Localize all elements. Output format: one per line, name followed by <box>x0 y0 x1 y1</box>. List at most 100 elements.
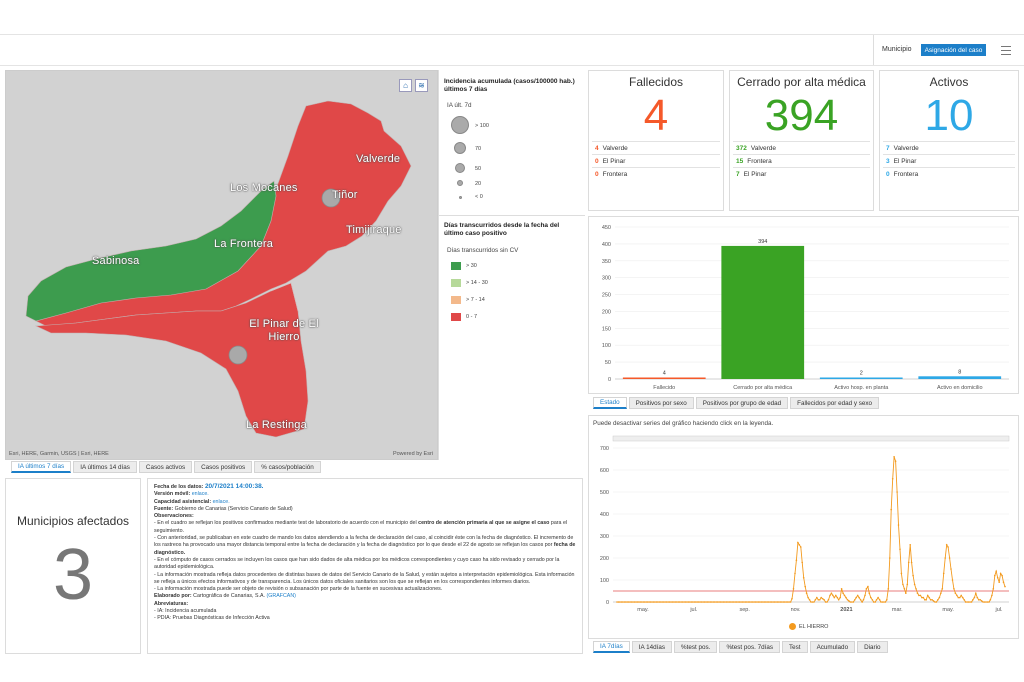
line-point <box>617 601 620 603</box>
line-point <box>887 588 890 590</box>
line-point <box>699 601 701 603</box>
estado-bar-chart[interactable]: 0 50 100 150 200 250 300 350 400 450 4 Fallecido 394… <box>589 217 1018 393</box>
line-point <box>833 596 836 599</box>
tab-ia-7dias[interactable]: IA 7días <box>593 641 630 653</box>
line-x-tick: jul. <box>994 607 1003 613</box>
line-y-tick: 0 <box>606 600 609 606</box>
layers-icon[interactable]: ≋ <box>415 79 428 92</box>
municipio-filter-label[interactable]: Municipio <box>882 46 912 53</box>
line-point <box>874 601 876 603</box>
tab-positivos-sexo[interactable]: Positivos por sexo <box>628 397 694 409</box>
line-point <box>982 601 984 603</box>
hamburger-menu-icon[interactable] <box>1001 43 1011 55</box>
tab-fallecidos-edad-sexo[interactable]: Fallecidos por edad y sexo <box>790 397 880 409</box>
line-point <box>620 601 623 603</box>
line-point <box>748 601 751 603</box>
line-point <box>864 594 866 597</box>
tab-test[interactable]: Test <box>782 641 808 653</box>
tab-test-pos[interactable]: %test pos. <box>674 641 718 653</box>
ia-line-chart[interactable]: 0 100 200 300 400 500 600 700 may. jul. sep. nov. 20… <box>589 416 1018 638</box>
line-point <box>769 601 771 603</box>
map-label-los-mocanes: Los Mocanes <box>230 182 298 194</box>
line-point <box>899 548 901 550</box>
line-point <box>804 585 806 588</box>
line-x-tick: mar. <box>892 607 903 613</box>
tab-test-pos-7dias[interactable]: %test pos. 7días <box>719 641 780 653</box>
line-point <box>909 544 911 546</box>
line-point <box>975 592 977 594</box>
line-point <box>619 601 621 603</box>
bar-0[interactable] <box>622 377 706 380</box>
line-point <box>856 594 859 597</box>
kpi-row: 15 Frontera <box>733 154 870 167</box>
bar-value-label: 8 <box>958 369 961 375</box>
bar-tabs: Estado Positivos por sexo Positivos por … <box>593 397 880 409</box>
legend-title-incidencia: Incidencia acumulada (casos/100000 hab.)… <box>444 78 575 93</box>
line-x-tick: 2021 <box>840 607 852 613</box>
bar-1[interactable] <box>721 245 805 379</box>
legend-divider <box>439 215 585 216</box>
el-hierro-map[interactable] <box>6 71 438 460</box>
line-point <box>708 601 710 603</box>
line-point <box>871 599 874 601</box>
incidence-bubble-tinor[interactable] <box>321 188 341 208</box>
incidence-bubble-el-pinar[interactable] <box>228 345 248 365</box>
line-point <box>673 601 675 603</box>
region-la-frontera[interactable] <box>25 180 277 322</box>
line-point <box>709 601 712 603</box>
tab-diario[interactable]: Diario <box>857 641 888 653</box>
tab-casos-positivos[interactable]: Casos positivos <box>194 461 253 473</box>
asignacion-caso-button[interactable]: Asignación del caso <box>921 44 986 56</box>
line-point <box>775 601 777 603</box>
tab-casos-activos[interactable]: Casos activos <box>138 461 193 473</box>
bar-y-tick: 350 <box>602 259 611 265</box>
tab-estado[interactable]: Estado <box>593 397 627 409</box>
capacidad-link[interactable]: enlace. <box>212 498 230 505</box>
region-el-pinar[interactable] <box>34 282 309 438</box>
tab-ia-14dias[interactable]: IA 14días <box>631 641 673 653</box>
line-point <box>919 594 922 597</box>
grafcan-link[interactable]: (GRAFCAN) <box>266 593 296 600</box>
fecha-label: Fecha de los datos: <box>154 484 204 490</box>
line-point <box>715 601 717 603</box>
tab-casos-poblacion[interactable]: % casos/población <box>254 461 321 473</box>
zoom-scrollbar[interactable] <box>612 435 1010 442</box>
kpi-activos: Activos 10 7 Valverde 3 El Pinar 0 Frontera <box>879 70 1019 211</box>
obs-2: - Con anterioridad, se publicaban en est… <box>154 535 576 556</box>
home-icon[interactable]: ⌂ <box>399 79 412 92</box>
observaciones-label: Observaciones: <box>154 513 194 520</box>
tab-acumulado[interactable]: Acumulado <box>809 641 856 653</box>
tab-ia-14-dias[interactable]: IA últimos 14 días <box>73 461 137 473</box>
line-legend[interactable]: EL HIERRO <box>789 623 828 630</box>
movil-link[interactable]: enlace. <box>191 491 209 498</box>
line-point <box>623 601 626 603</box>
line-point <box>795 559 798 561</box>
bar-y-tick: 150 <box>602 326 611 332</box>
line-point <box>738 601 741 603</box>
line-point <box>785 601 787 603</box>
line-point <box>639 601 642 603</box>
line-point <box>757 601 760 603</box>
line-point <box>890 508 892 511</box>
line-point <box>633 601 636 603</box>
line-point <box>681 601 684 603</box>
tab-positivos-edad[interactable]: Positivos por grupo de edad <box>695 397 789 409</box>
map-view[interactable]: Valverde Los Mocanes Tiñor La Frontera T… <box>5 70 438 460</box>
line-point <box>740 601 742 603</box>
line-point <box>627 601 630 603</box>
line-point <box>969 601 971 603</box>
bar-3[interactable] <box>918 376 1002 379</box>
tab-ia-7-dias[interactable]: IA últimos 7 días <box>11 461 72 473</box>
powered-by-esri[interactable]: Powered by Esri <box>392 451 433 457</box>
line-point <box>776 601 779 603</box>
line-point <box>721 601 723 603</box>
line-point <box>848 600 850 602</box>
line-point <box>942 572 945 575</box>
line-point <box>686 601 688 603</box>
line-point <box>985 601 987 603</box>
line-point <box>725 601 728 603</box>
legend-title-dias: Días transcurridos desde la fecha del úl… <box>444 222 560 237</box>
line-y-tick: 600 <box>600 468 609 474</box>
line-point <box>676 601 678 603</box>
bar-2[interactable] <box>819 377 903 380</box>
